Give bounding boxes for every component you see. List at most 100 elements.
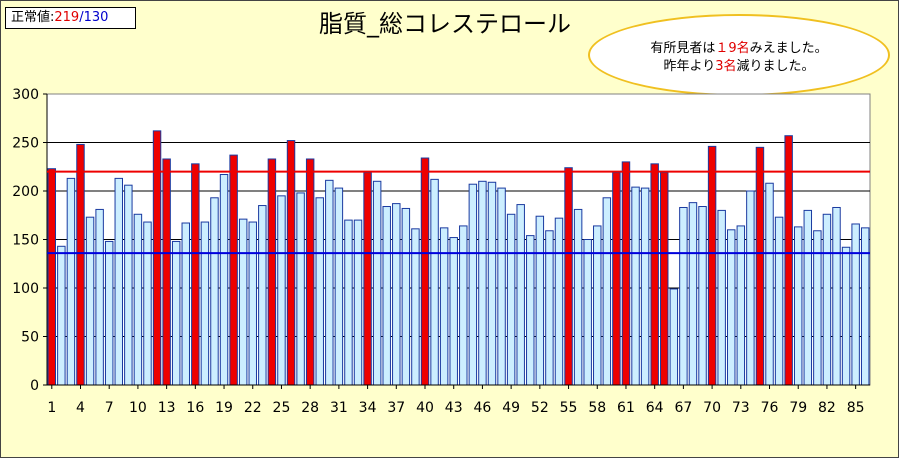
chart-title: 脂質_総コレステロール (319, 10, 571, 38)
bar (382, 206, 391, 386)
bar (774, 216, 784, 386)
bar-abnormal (755, 146, 765, 386)
bar-abnormal (305, 158, 315, 386)
bar-abnormal (47, 168, 57, 386)
findings-line-2-pre: 昨年より (663, 59, 716, 74)
bar-abnormal (363, 172, 372, 386)
bar (325, 179, 334, 386)
y-tick-label: 50 (21, 330, 39, 346)
bar (439, 227, 449, 386)
x-tick-label: 61 (617, 400, 635, 416)
bar (392, 203, 401, 386)
bar (95, 208, 104, 386)
bar (353, 219, 363, 386)
y-tick-label: 150 (12, 233, 39, 249)
bar-abnormal (420, 157, 430, 386)
findings-note: 有所見者は１9名みえました。 昨年より3名減りました。 (588, 14, 890, 96)
y-tick-label: 100 (12, 281, 39, 297)
bar (57, 245, 66, 386)
x-tick-label: 7 (105, 400, 114, 416)
bar (219, 174, 229, 386)
x-tick-label: 16 (186, 400, 204, 416)
x-tick-label: 34 (359, 400, 377, 416)
x-tick-label: 79 (789, 400, 807, 416)
bar-abnormal (660, 172, 669, 386)
bar (66, 177, 76, 386)
bar (334, 187, 344, 386)
bar (860, 227, 870, 386)
bar (315, 197, 324, 386)
bar (210, 197, 219, 386)
x-tick-label: 19 (215, 400, 233, 416)
normal-range-label: 正常値: (11, 10, 55, 25)
x-tick-label: 40 (416, 400, 434, 416)
bar-abnormal (191, 163, 200, 386)
bar (449, 237, 458, 386)
bar (851, 223, 860, 386)
bar-abnormal (621, 161, 631, 386)
normal-range-upper: 219 (54, 10, 80, 25)
findings-change: 3名 (715, 59, 737, 74)
bar (535, 215, 545, 386)
x-tick-label: 58 (588, 400, 606, 416)
bar (430, 178, 439, 386)
bar (679, 206, 688, 386)
bar (516, 204, 525, 386)
x-tick-label: 31 (330, 400, 348, 416)
bar (640, 187, 650, 386)
bar (554, 217, 564, 386)
x-tick-label: 73 (732, 400, 750, 416)
bar (583, 239, 592, 386)
x-tick-label: 37 (387, 400, 405, 416)
bar (372, 180, 382, 386)
x-tick-label: 28 (301, 400, 319, 416)
bar (296, 192, 305, 386)
bar (688, 202, 698, 386)
bar-abnormal (564, 167, 573, 386)
x-tick-label: 82 (818, 400, 836, 416)
y-tick-label: 250 (12, 136, 39, 152)
normal-range-box: 正常値:219/130 (5, 7, 136, 29)
bar (401, 207, 411, 386)
x-tick-label: 55 (560, 400, 578, 416)
x-tick-label: 70 (703, 400, 721, 416)
bar (238, 218, 248, 386)
x-tick-label: 1 (47, 400, 56, 416)
bar (746, 190, 755, 386)
bar (631, 186, 640, 386)
bar-abnormal (286, 140, 296, 386)
bar-abnormal (707, 145, 717, 386)
normal-range-separator: / (79, 10, 84, 25)
bar (200, 221, 210, 386)
bar (841, 246, 851, 386)
findings-line-1-pre: 有所見者は (650, 41, 716, 56)
x-tick-label: 10 (129, 400, 147, 416)
bar (114, 177, 124, 386)
x-tick-label: 4 (76, 400, 85, 416)
x-tick-label: 85 (847, 400, 865, 416)
bar (506, 213, 516, 386)
bar (277, 195, 286, 386)
findings-line-1-post: みえました。 (749, 41, 828, 56)
bar (602, 197, 612, 386)
bar (181, 222, 190, 386)
x-tick-label: 46 (474, 400, 492, 416)
y-tick-label: 0 (30, 378, 39, 394)
findings-line-2: 昨年より3名減りました。 (590, 55, 888, 74)
x-tick-label: 76 (761, 400, 779, 416)
normal-range-lower: 130 (83, 10, 109, 25)
bar-abnormal (267, 158, 277, 386)
bar-abnormal (784, 135, 793, 386)
x-tick-label: 25 (273, 400, 291, 416)
bar (487, 181, 497, 386)
bar (143, 221, 152, 386)
x-tick-label: 64 (646, 400, 664, 416)
bar (459, 225, 468, 386)
bar (85, 216, 95, 386)
bar (736, 225, 746, 386)
x-tick-label: 43 (445, 400, 463, 416)
bar-abnormal (612, 172, 621, 386)
y-tick-label: 200 (12, 184, 39, 200)
bar (478, 180, 487, 386)
bar (793, 226, 803, 386)
